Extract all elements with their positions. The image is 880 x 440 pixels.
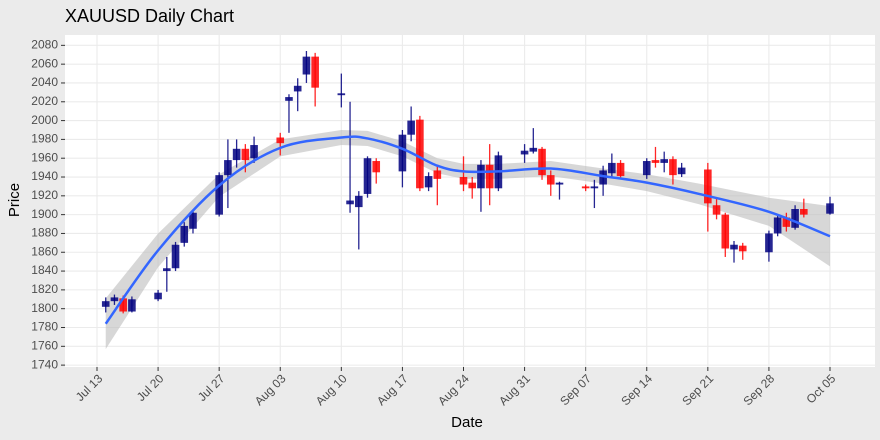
y-tick-label: 1760 [31,338,58,352]
candle-body [337,93,346,96]
candle-body [520,150,529,155]
candle-body [616,162,625,177]
candle-body [215,175,223,215]
y-tick-label: 1820 [31,282,58,296]
candle-body [782,217,791,227]
candle-body [128,299,136,312]
candle-body [677,167,686,175]
candle-body [433,170,442,179]
candle-body [712,205,721,215]
candle-body [477,164,485,189]
smooth-line [104,135,831,325]
y-tick-label: 1840 [31,263,58,277]
candle-body [119,298,127,312]
candle-body [189,212,197,229]
candle-body [346,200,354,205]
candle-body [232,148,241,161]
y-tick-label: 1800 [31,301,58,315]
candle-body [110,297,119,302]
candle-body [730,244,738,250]
candle-body [241,148,250,161]
y-tick-label: 2020 [31,94,58,108]
candle-body [651,160,660,163]
candle-body [642,161,651,176]
candle-body [660,159,669,163]
candle-body [372,161,381,173]
candle-body [773,217,782,234]
y-tick-label: 1780 [31,320,58,334]
candle-body [354,195,363,208]
candle-body [398,134,407,172]
candle-body [738,245,747,252]
candle-body [293,85,302,92]
candle-body [546,175,555,185]
y-tick-label: 2000 [31,113,58,127]
confidence-band [105,129,830,350]
candle-body [276,137,285,144]
candle-body [154,292,162,300]
candle-body [101,301,110,307]
candle-body [163,268,171,272]
candle-body [704,169,712,204]
candle-body [459,177,468,185]
candle-body [826,203,834,214]
candle-body [538,148,546,176]
candle-body [302,56,311,75]
candle-body [407,120,415,135]
y-tick-label: 2080 [31,38,58,52]
x-axis-label: Date [451,414,483,431]
candle-body [285,97,293,101]
y-tick-label: 1940 [31,169,58,183]
candle-body [250,145,258,159]
candle-body [424,176,433,188]
y-tick-label: 1900 [31,207,58,221]
candle-body [599,170,607,185]
y-tick-label: 1960 [31,150,58,164]
y-tick-label: 1920 [31,188,58,202]
candle-body [669,159,677,176]
candle-body [800,208,808,215]
candle-body [590,186,599,189]
candle-body [468,182,477,189]
candle-body [171,244,180,269]
chart-title: XAUUSD Daily Chart [65,6,234,26]
candle-body [555,182,564,185]
candle-body [416,119,424,189]
candle-body [363,158,372,194]
y-axis-label: Price [6,183,23,217]
candle-body [765,233,773,253]
candle-body [485,164,494,189]
y-tick-label: 1980 [31,132,58,146]
candle-body [180,225,189,243]
y-tick-label: 1880 [31,226,58,240]
candle-body [581,186,590,189]
candle-body [529,147,538,152]
y-tick-label: 1740 [31,357,58,371]
candle-body [311,56,319,88]
candle-body [608,162,616,174]
candle-body [224,160,232,176]
y-tick-label: 2060 [31,56,58,70]
y-tick-label: 1860 [31,244,58,258]
candle-body [721,214,730,249]
y-tick-label: 2040 [31,75,58,89]
candle-body [791,208,799,228]
